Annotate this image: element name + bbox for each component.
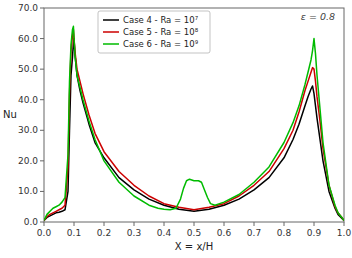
y-tick [40,130,44,131]
y-tick [40,191,44,192]
y-tick [40,99,44,100]
legend-swatch [103,43,119,45]
x-tick [224,222,225,226]
x-tick [314,222,315,226]
y-tick [40,8,44,9]
x-tick-label: 0.3 [127,228,141,238]
x-tick-label: 0.4 [157,228,172,238]
y-tick [40,69,44,70]
x-tick-label: 0.6 [217,228,232,238]
legend-label: Case 4 - Ra = 10⁷ [123,15,199,25]
annotation: ε = 0.8 [301,11,335,22]
x-tick [344,222,345,226]
x-tick-label: 0.1 [67,228,81,238]
y-tick [40,38,44,39]
x-tick [104,222,105,226]
x-tick [74,222,75,226]
x-tick [164,222,165,226]
legend-label: Case 5 - Ra = 10⁸ [123,27,199,37]
x-tick-label: 0.9 [307,228,322,238]
legend-swatch [103,31,119,33]
y-tick-label: 10.0 [18,186,38,196]
x-tick [134,222,135,226]
series-line [44,39,344,221]
legend-swatch [103,19,119,21]
x-tick-label: 0.5 [187,228,201,238]
series-line [44,26,344,220]
y-tick-label: 0.0 [24,217,39,227]
x-tick-label: 0.2 [97,228,111,238]
x-tick [254,222,255,226]
y-tick-label: 70.0 [18,3,38,13]
plot-frame [44,8,344,222]
series-line [44,29,344,220]
y-tick-label: 40.0 [18,95,38,105]
x-tick [194,222,195,226]
x-tick-label: 0.0 [37,228,52,238]
legend-label: Case 6 - Ra = 10⁹ [123,39,199,49]
y-tick [40,160,44,161]
x-axis: 0.0 0.1 0.2 0.3 0.4 0.5 0.6 0.7 0.8 0.9 1.0 [37,222,352,238]
y-tick-label: 50.0 [18,64,38,74]
y-tick-label: 30.0 [18,125,38,135]
legend-box [98,11,210,53]
series-lines [44,26,344,220]
y-tick [40,222,44,223]
x-tick [284,222,285,226]
chart: 0.0 0.1 0.2 0.3 0.4 0.5 0.6 0.7 0.8 0.9 1.0 0.0 10.0… [0,0,352,258]
y-tick-label: 60.0 [18,34,38,44]
x-axis-label: X = x/H [175,241,213,252]
y-axis-label: Nu [3,109,17,120]
x-tick-label: 0.7 [247,228,261,238]
legend: Case 4 - Ra = 10⁷ Case 5 - Ra = 10⁸ Case 6… [98,11,210,53]
y-tick-label: 20.0 [18,156,38,166]
x-tick-label: 0.8 [277,228,292,238]
y-axis: 0.0 10.0 20.0 30.0 40.0 50.0 60.0 70.0 [18,3,44,227]
x-tick [44,222,45,226]
x-tick-label: 1.0 [337,228,352,238]
